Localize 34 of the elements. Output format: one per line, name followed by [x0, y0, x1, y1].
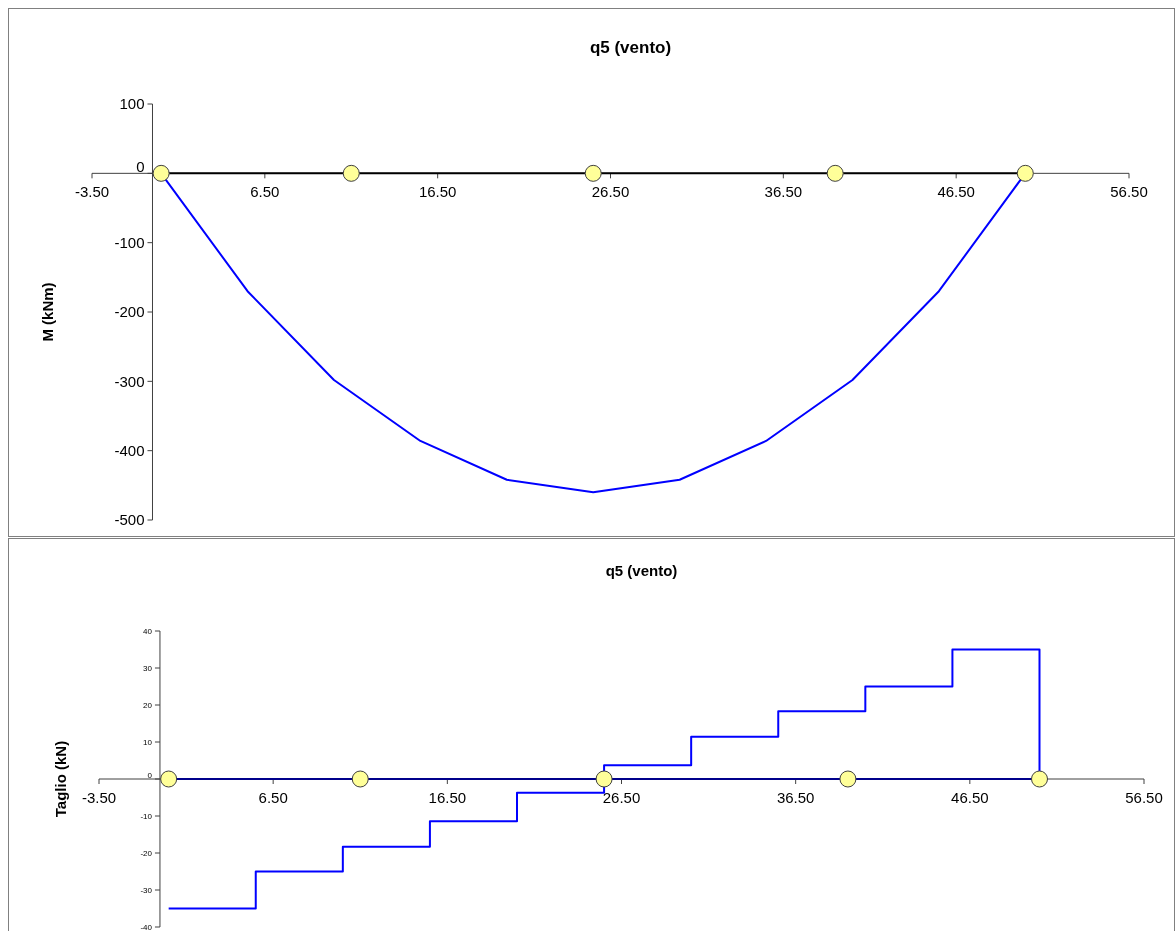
x-tick-label: 26.50: [602, 789, 641, 806]
y-tick-label: -30: [140, 885, 153, 895]
y-tick-label: 0: [136, 157, 145, 175]
y-tick-label: -400: [114, 441, 145, 459]
y-tick-label: 20: [143, 700, 153, 710]
y-tick-label: -200: [114, 303, 145, 321]
y-tick-label: -100: [114, 233, 145, 251]
x-tick-label: 6.50: [250, 183, 280, 201]
y-tick-label: 30: [143, 663, 153, 673]
x-tick-label: 46.50: [951, 789, 989, 806]
y-tick-label: -500: [114, 511, 145, 529]
y-tick-label: -40: [140, 922, 153, 931]
x-tick-label: 16.50: [428, 789, 467, 806]
y-tick-label: -10: [140, 811, 153, 821]
x-tick-label: 56.50: [1125, 789, 1163, 806]
chart-title: q5 (vento): [589, 38, 672, 57]
y-tick-label: 40: [143, 626, 153, 636]
y-tick-label: 10: [143, 737, 153, 747]
chart-title: q5 (vento): [605, 562, 678, 579]
x-tick-label: 56.50: [1110, 183, 1148, 201]
x-tick-label: 46.50: [937, 183, 975, 201]
y-tick-label: -20: [140, 848, 153, 858]
x-tick-label: 36.50: [776, 789, 815, 806]
y-tick-label: 0: [147, 771, 153, 781]
x-tick-label: 36.50: [764, 183, 803, 201]
x-tick-label: -3.50: [81, 789, 117, 806]
x-tick-label: 16.50: [418, 183, 457, 201]
y-axis-title: M (kNm): [39, 282, 56, 342]
x-tick-label: 26.50: [591, 183, 630, 201]
y-tick-label: -300: [114, 372, 145, 390]
y-axis-title: Taglio (kN): [52, 740, 69, 818]
x-tick-label: 6.50: [258, 789, 288, 806]
y-tick-label: 100: [119, 95, 145, 113]
x-tick-label: -3.50: [74, 183, 110, 201]
